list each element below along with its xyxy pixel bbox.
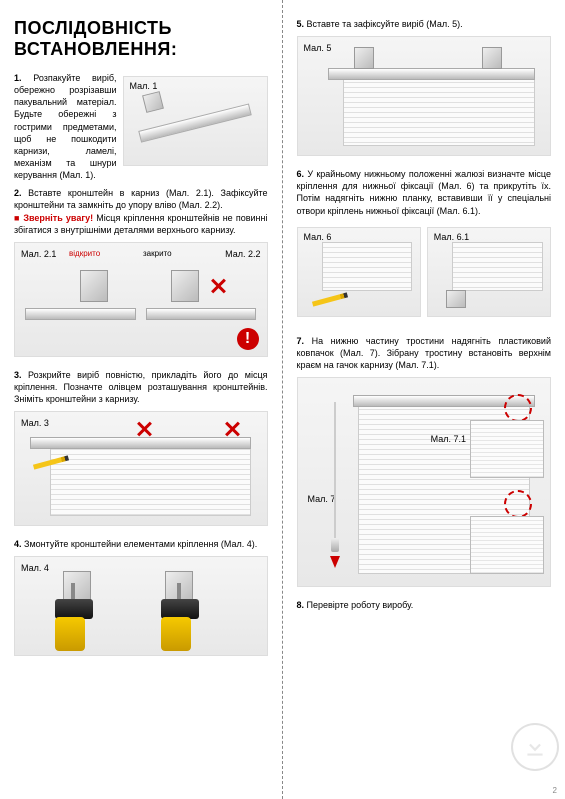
step-6-text: 6. У крайньому нижньому положенні жалюзі… [297, 168, 552, 217]
figure-3: Мал. 3 [14, 411, 268, 526]
step-body: Змонтуйте кронштейни елементами кріпленн… [24, 539, 257, 549]
step-num: 8. [297, 600, 305, 610]
step-7-text: 7. На нижню частину тростини надягніть п… [297, 335, 552, 371]
figure-label: Мал. 1 [130, 81, 158, 91]
figure-label: Мал. 6.1 [434, 232, 469, 242]
tassel-icon [330, 556, 340, 568]
cross-icon [223, 420, 241, 438]
figure-label: Мал. 5 [304, 43, 332, 53]
cross-icon [209, 277, 227, 295]
drill-icon [161, 599, 207, 651]
step-1: 1. Розпакуйте виріб, обережно розрізавши… [14, 72, 268, 187]
figure-label: Мал. 7.1 [431, 434, 466, 444]
cap-icon [331, 538, 339, 552]
figure-label: Мал. 3 [21, 418, 49, 428]
page-title: ПОСЛІДОВНІСТЬ ВСТАНОВЛЕННЯ: [14, 18, 268, 60]
pencil-icon [311, 292, 347, 306]
page-number: 2 [553, 786, 557, 795]
step-num: 3. [14, 370, 22, 380]
figure-label: Мал. 2.2 [225, 249, 260, 259]
step-num: 4. [14, 539, 22, 549]
highlight-circle-icon [504, 394, 532, 422]
right-column: 5. Вставте та зафіксуйте виріб (Мал. 5).… [283, 0, 565, 799]
cross-icon [135, 420, 153, 438]
step-num: 7. [297, 336, 305, 346]
warning-icon: ! [237, 328, 259, 350]
step-body: Перевірте роботу виробу. [307, 600, 414, 610]
attention-icon: ■ [14, 213, 23, 223]
step-num: 2. [14, 188, 22, 198]
step-num: 6. [297, 169, 305, 179]
zoom-inset [470, 516, 544, 574]
step-2-text: 2. Вставте кронштейн в карниз (Мал. 2.1)… [14, 187, 268, 236]
download-watermark-icon [511, 723, 559, 771]
attention-label: Зверніть увагу! [23, 213, 93, 223]
figure-2: Мал. 2.1 Мал. 2.2 відкрито закрито ! [14, 242, 268, 357]
closed-label: закрито [143, 249, 172, 258]
step-body: У крайньому нижньому положенні жалюзі ви… [297, 169, 552, 215]
figure-label: Мал. 6 [304, 232, 332, 242]
figure-1: Мал. 1 [123, 76, 268, 166]
highlight-circle-icon [504, 490, 532, 518]
step-3-text: 3. Розкрийте виріб повністю, прикладіть … [14, 369, 268, 405]
figure-label: Мал. 2.1 [21, 249, 56, 259]
step-body: Розпакуйте виріб, обережно розрізавши па… [14, 73, 117, 180]
figure-5: Мал. 5 [297, 36, 552, 156]
step-5-text: 5. Вставте та зафіксуйте виріб (Мал. 5). [297, 18, 552, 30]
figure-label: Мал. 4 [21, 563, 49, 573]
step-body: Вставте та зафіксуйте виріб (Мал. 5). [307, 19, 463, 29]
figure-4: Мал. 4 [14, 556, 268, 656]
figure-6: Мал. 6 [297, 227, 421, 317]
zoom-inset [470, 420, 544, 478]
left-column: ПОСЛІДОВНІСТЬ ВСТАНОВЛЕННЯ: 1. Розпакуйт… [0, 0, 283, 799]
step-body: На нижню частину тростини надягніть плас… [297, 336, 552, 370]
open-label: відкрито [69, 249, 100, 258]
figure-label: Мал. 7 [308, 494, 336, 504]
step-1-text: 1. Розпакуйте виріб, обережно розрізавши… [14, 72, 117, 181]
step-4-text: 4. Змонтуйте кронштейни елементами кріпл… [14, 538, 268, 550]
step-num: 1. [14, 73, 22, 83]
drill-icon [55, 599, 101, 651]
figure-6-1: Мал. 6.1 [427, 227, 551, 317]
step-num: 5. [297, 19, 305, 29]
step-8-text: 8. Перевірте роботу виробу. [297, 599, 552, 611]
figure-7: Мал. 7 Мал. 7.1 [297, 377, 552, 587]
step-body: Вставте кронштейн в карниз (Мал. 2.1). З… [14, 188, 268, 210]
step-body: Розкрийте виріб повністю, прикладіть йог… [14, 370, 268, 404]
